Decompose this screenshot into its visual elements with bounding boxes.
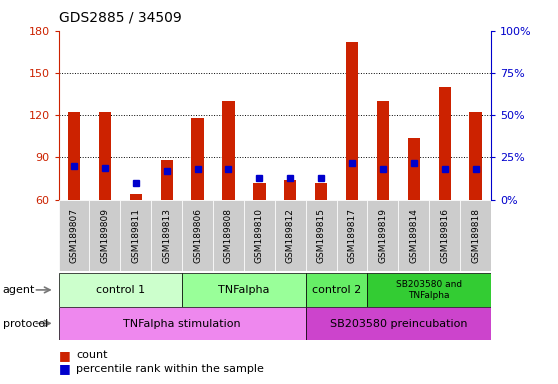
Bar <box>59 200 89 271</box>
Text: GSM189807: GSM189807 <box>70 208 79 263</box>
Text: GSM189813: GSM189813 <box>162 208 171 263</box>
Bar <box>368 200 398 271</box>
Text: control 1: control 1 <box>96 285 145 295</box>
Bar <box>182 200 213 271</box>
Bar <box>460 200 491 271</box>
Text: GSM189806: GSM189806 <box>193 208 202 263</box>
Text: SB203580 preincubation: SB203580 preincubation <box>330 318 467 329</box>
Bar <box>429 200 460 271</box>
Text: ■: ■ <box>59 349 70 362</box>
Text: GSM189818: GSM189818 <box>471 208 480 263</box>
Text: GDS2885 / 34509: GDS2885 / 34509 <box>59 11 181 25</box>
Bar <box>59 307 306 340</box>
Text: percentile rank within the sample: percentile rank within the sample <box>76 364 264 374</box>
Bar <box>346 42 358 200</box>
Bar <box>222 101 235 200</box>
Text: GSM189815: GSM189815 <box>316 208 326 263</box>
Text: GSM189809: GSM189809 <box>100 208 109 263</box>
Bar <box>68 113 80 200</box>
Bar <box>275 200 306 271</box>
Bar <box>121 200 151 271</box>
Text: GSM189811: GSM189811 <box>131 208 140 263</box>
Bar <box>336 200 368 271</box>
Bar <box>161 160 173 200</box>
Bar <box>191 118 204 200</box>
Bar <box>89 200 121 271</box>
Bar <box>151 200 182 271</box>
Text: GSM189808: GSM189808 <box>224 208 233 263</box>
Text: GSM189812: GSM189812 <box>286 208 295 263</box>
Bar <box>306 307 491 340</box>
Text: TNFalpha stimulation: TNFalpha stimulation <box>123 318 241 329</box>
Text: GSM189819: GSM189819 <box>378 208 387 263</box>
Bar <box>398 200 429 271</box>
Text: GSM189814: GSM189814 <box>410 208 418 263</box>
Bar <box>213 200 244 271</box>
Text: agent: agent <box>3 285 35 295</box>
Bar <box>315 183 328 200</box>
Bar <box>59 273 182 307</box>
Text: SB203580 and
TNFalpha: SB203580 and TNFalpha <box>396 280 463 300</box>
Bar <box>377 101 389 200</box>
Bar <box>306 200 336 271</box>
Bar <box>129 194 142 200</box>
Text: count: count <box>76 350 108 360</box>
Bar <box>306 273 368 307</box>
Bar <box>408 138 420 200</box>
Bar <box>182 273 306 307</box>
Text: ■: ■ <box>59 362 70 375</box>
Bar <box>368 273 491 307</box>
Text: protocol: protocol <box>3 319 48 329</box>
Bar <box>244 200 275 271</box>
Text: TNFalpha: TNFalpha <box>218 285 270 295</box>
Text: control 2: control 2 <box>312 285 361 295</box>
Text: GSM189816: GSM189816 <box>440 208 449 263</box>
Bar <box>439 87 451 200</box>
Bar <box>99 113 111 200</box>
Text: GSM189817: GSM189817 <box>348 208 357 263</box>
Bar <box>469 113 482 200</box>
Text: GSM189810: GSM189810 <box>255 208 264 263</box>
Bar <box>284 180 296 200</box>
Bar <box>253 183 266 200</box>
